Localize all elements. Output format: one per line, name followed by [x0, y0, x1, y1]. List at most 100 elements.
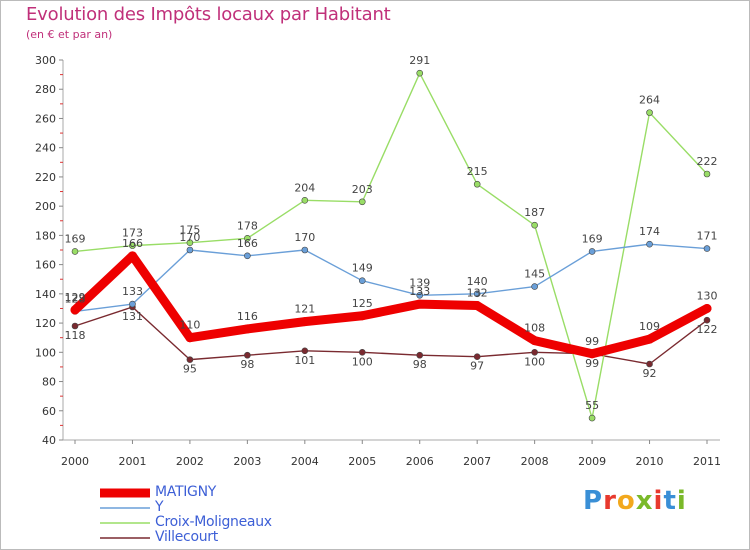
y-tick-label: 140	[35, 288, 56, 301]
x-tick-label: 2005	[348, 455, 376, 468]
series-line-y	[74, 243, 708, 313]
data-point-y	[129, 300, 136, 308]
x-tick-label: 2009	[578, 455, 606, 468]
data-point-y	[703, 245, 711, 252]
x-tick-label: 2004	[291, 455, 319, 468]
data-label-croix-moligneaux: 204	[294, 181, 315, 194]
data-label-matigny: 116	[237, 310, 258, 323]
data-label-croix-moligneaux: 291	[409, 54, 430, 67]
data-label-y: 170	[294, 231, 315, 244]
data-point-matigny	[357, 311, 367, 321]
y-tick-label: 40	[42, 434, 56, 447]
legend-label-croix-moligneaux: Croix-Moligneaux	[155, 514, 272, 530]
data-point-villecourt	[301, 347, 309, 355]
data-label-matigny: 110	[179, 319, 200, 332]
data-label-matigny: 133	[409, 285, 430, 298]
data-point-matigny	[530, 336, 540, 346]
data-point-matigny	[645, 334, 655, 344]
data-label-croix-moligneaux: 173	[122, 227, 143, 240]
logo-letter: o	[616, 486, 636, 516]
data-label-y: 149	[352, 262, 373, 275]
data-point-y	[301, 246, 309, 254]
data-label-croix-moligneaux: 264	[639, 94, 660, 107]
x-tick-label: 2002	[176, 455, 204, 468]
data-point-matigny	[300, 317, 310, 327]
data-label-villecourt: 101	[294, 354, 315, 367]
data-point-y	[358, 277, 366, 284]
data-label-villecourt: 99	[585, 357, 599, 370]
data-label-matigny: 166	[122, 237, 143, 250]
x-tick-label: 2008	[521, 455, 549, 468]
data-point-y	[416, 292, 424, 299]
x-tick-label: 2003	[233, 455, 261, 468]
data-point-croix-moligneaux	[416, 69, 424, 77]
x-tick-label: 2006	[406, 455, 434, 468]
data-point-villecourt	[244, 351, 251, 359]
data-point-villecourt	[186, 356, 194, 363]
data-label-villecourt: 100	[524, 355, 545, 368]
data-label-croix-moligneaux: 187	[524, 206, 545, 219]
data-label-y: 139	[409, 276, 430, 289]
data-label-y: 171	[697, 230, 718, 243]
y-tick-label: 300	[35, 54, 56, 67]
data-point-y	[244, 252, 251, 260]
data-label-y: 140	[467, 275, 488, 288]
data-point-croix-moligneaux	[588, 414, 596, 422]
data-point-matigny	[70, 305, 80, 315]
data-label-villecourt: 131	[122, 310, 143, 323]
data-label-y: 145	[524, 268, 545, 281]
data-point-villecourt	[473, 353, 481, 360]
data-label-matigny: 125	[352, 297, 373, 310]
data-label-villecourt: 92	[643, 367, 657, 380]
data-point-matigny	[587, 349, 597, 359]
data-point-matigny	[242, 324, 252, 334]
chart-subtitle: (en € et par an)	[26, 28, 113, 41]
data-label-croix-moligneaux: 215	[467, 165, 488, 178]
data-point-croix-moligneaux	[129, 242, 136, 249]
data-label-villecourt: 97	[470, 360, 484, 373]
data-label-villecourt: 95	[183, 363, 197, 376]
data-point-matigny	[702, 303, 712, 313]
x-tick-label: 2011	[693, 455, 721, 468]
data-point-villecourt	[646, 360, 653, 368]
data-point-croix-moligneaux	[473, 180, 481, 188]
y-tick-label: 80	[42, 376, 56, 389]
data-point-villecourt	[531, 349, 538, 356]
data-label-y: 169	[582, 232, 603, 245]
y-tick-label: 120	[35, 317, 56, 330]
data-label-villecourt: 122	[697, 323, 718, 336]
data-point-villecourt	[358, 349, 366, 356]
data-label-villecourt: 118	[65, 329, 86, 342]
y-tick-label: 220	[35, 171, 56, 184]
data-point-croix-moligneaux	[71, 248, 79, 255]
data-label-matigny: 129	[65, 291, 86, 304]
data-label-y: 166	[237, 237, 258, 250]
logo-letter: P	[583, 486, 604, 516]
y-tick-label: 160	[35, 259, 56, 272]
data-point-croix-moligneaux	[358, 198, 366, 206]
x-tick-label: 2010	[636, 455, 664, 468]
series-line-croix-moligneaux	[74, 72, 708, 419]
logo-letter: t	[663, 486, 677, 516]
data-point-croix-moligneaux	[646, 109, 653, 116]
logo-letter: r	[603, 486, 617, 516]
data-label-villecourt: 98	[240, 358, 254, 371]
y-tick-label: 260	[35, 112, 56, 125]
logo-letter: i	[653, 486, 664, 516]
data-label-villecourt: 100	[352, 355, 373, 368]
data-label-y: 133	[122, 285, 143, 298]
legend-label-matigny: MATIGNY	[155, 484, 217, 500]
y-tick-label: 60	[42, 405, 56, 418]
data-point-villecourt	[416, 351, 424, 359]
logo-letter: x	[635, 486, 654, 516]
data-label-matigny: 99	[585, 335, 599, 348]
data-point-matigny	[415, 299, 425, 309]
data-point-villecourt	[703, 316, 711, 324]
data-point-croix-moligneaux	[301, 197, 309, 204]
data-label-croix-moligneaux: 203	[352, 183, 373, 196]
data-label-y: 128	[65, 292, 86, 305]
chart-title: Evolution des Impôts locaux par Habitant	[26, 4, 391, 25]
data-label-matigny: 108	[524, 322, 545, 335]
data-label-matigny: 121	[294, 303, 315, 316]
